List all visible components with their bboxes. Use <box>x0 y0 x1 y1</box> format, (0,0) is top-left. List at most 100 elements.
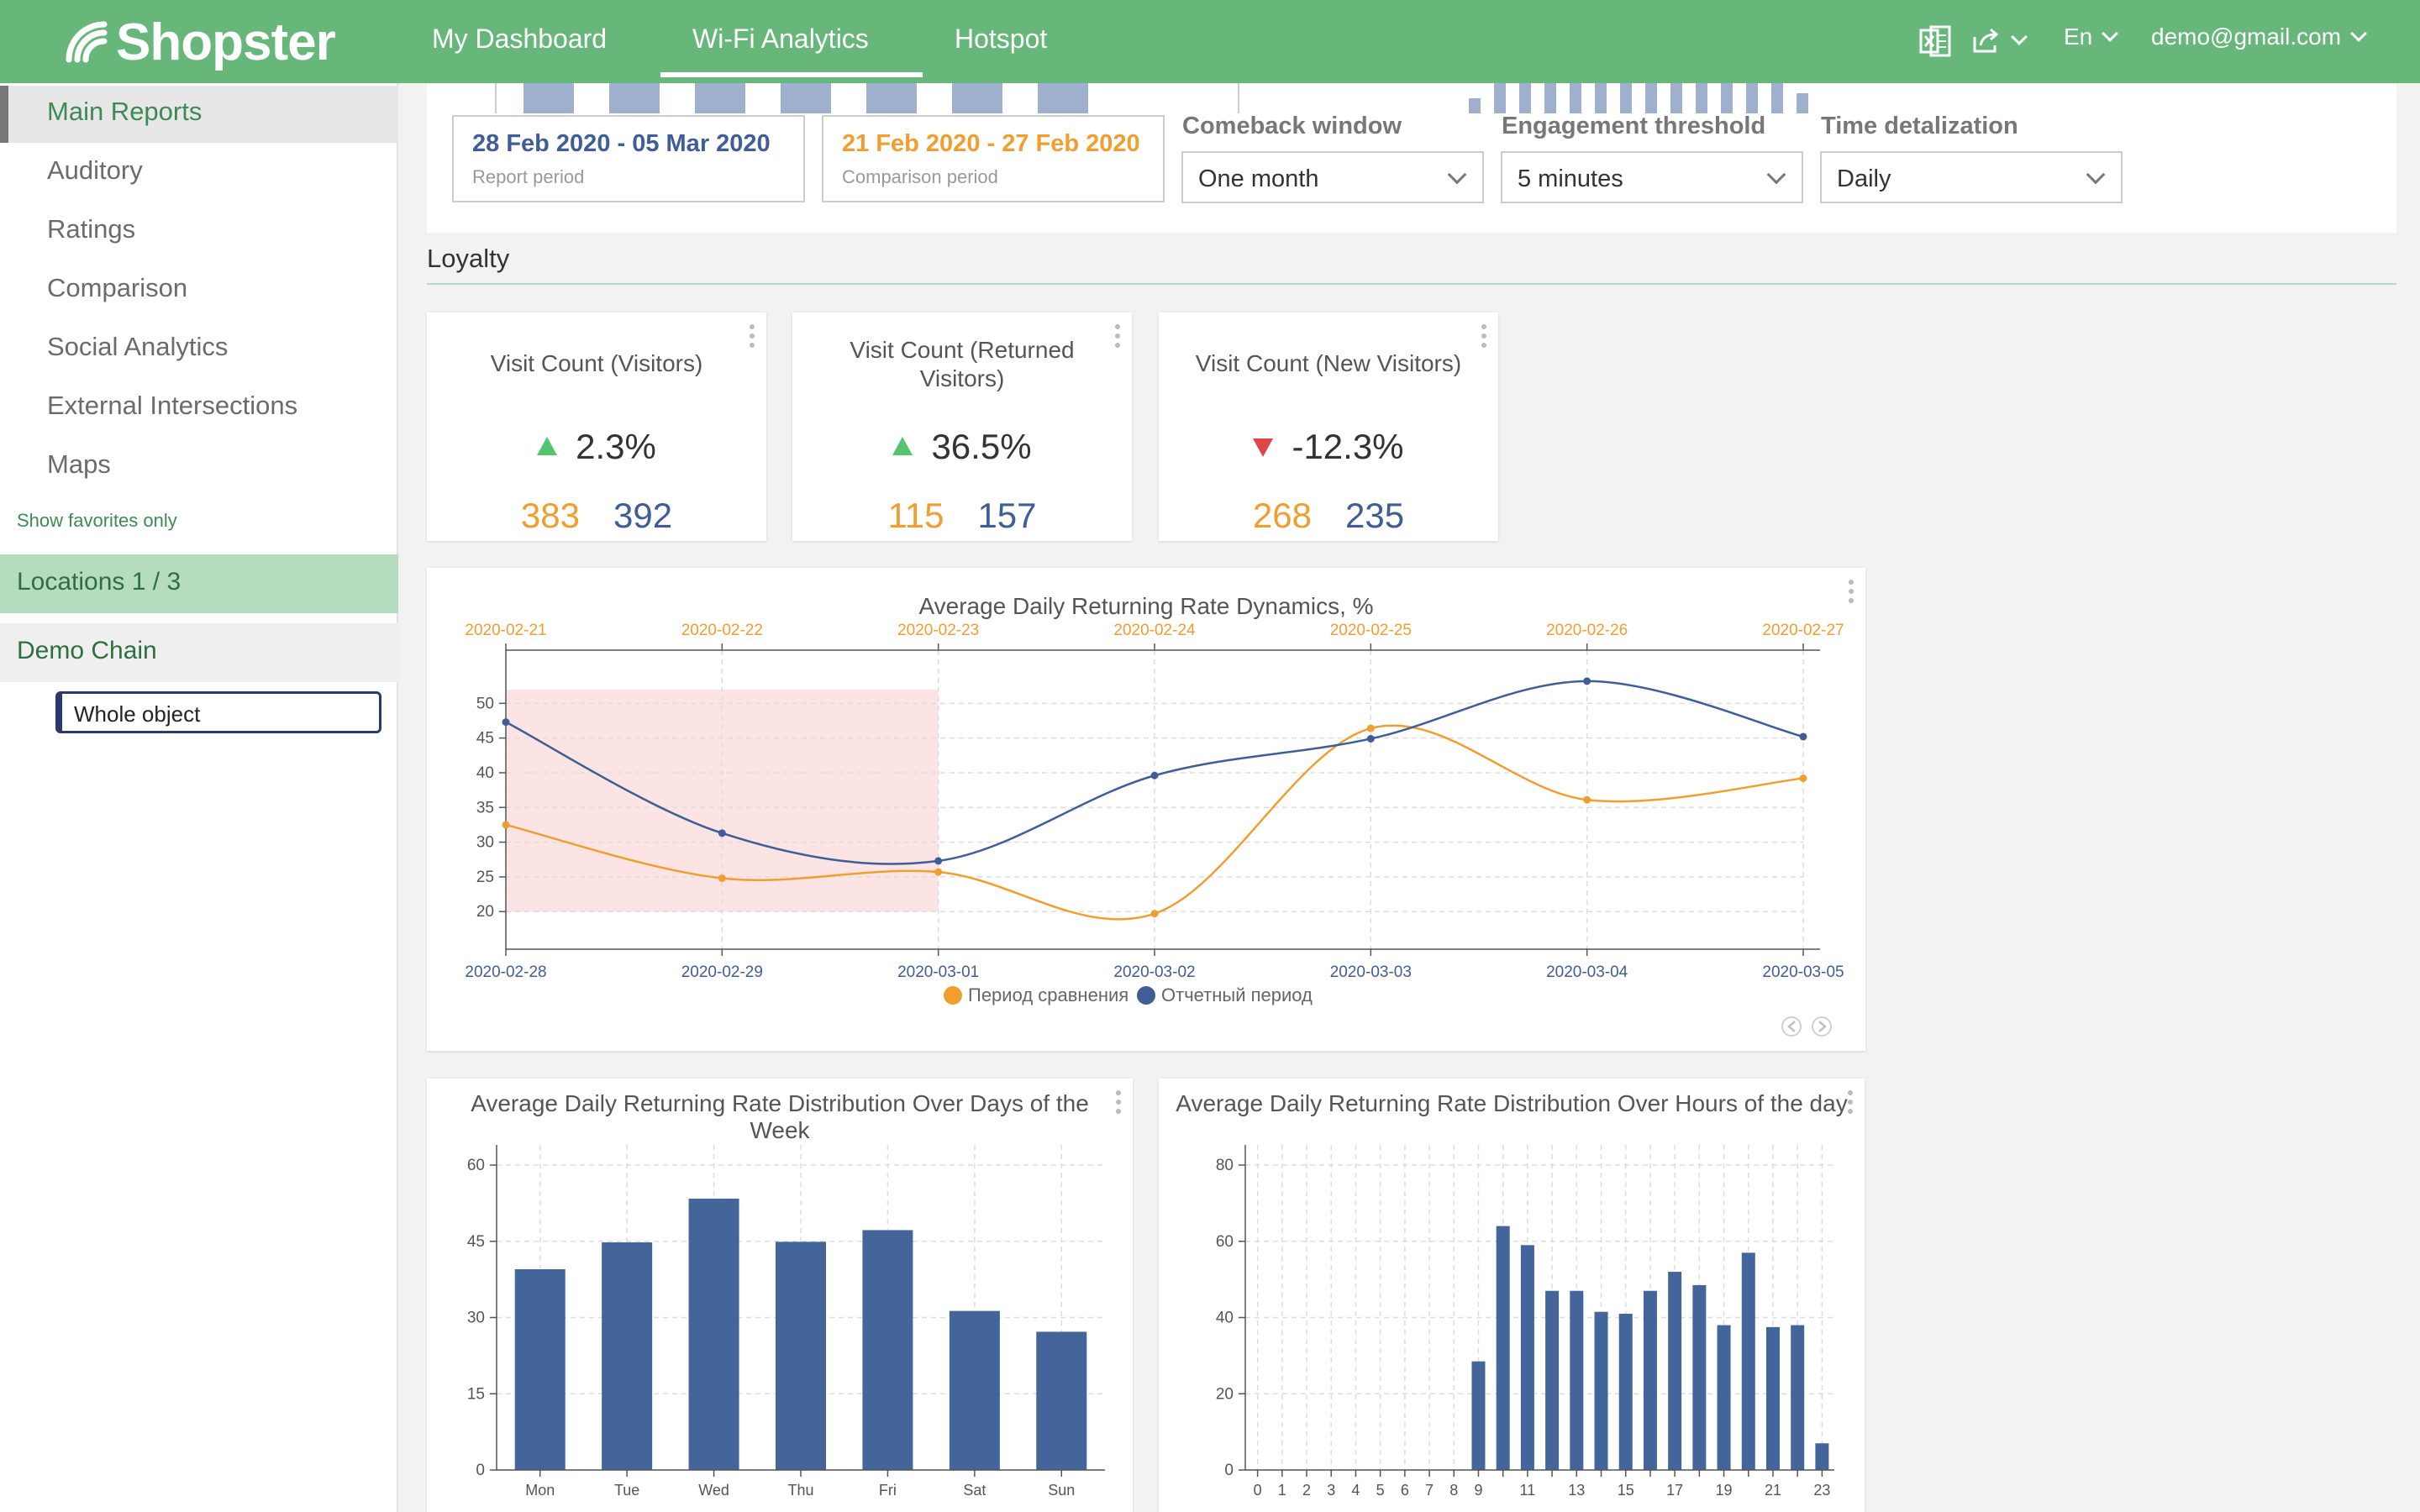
report-period-label: Report period <box>472 166 585 187</box>
comeback-window-select[interactable]: One month <box>1181 151 1484 203</box>
x-tick-label: 2020-03-02 <box>1113 963 1195 981</box>
show-favorites-toggle[interactable]: Show favorites only <box>17 510 177 531</box>
chart-title: Average Daily Returning Rate Distributio… <box>1176 1090 1848 1116</box>
line-chart: 20 25 30 35 40 45 50 2020-02-28 2020-02-21 2020-0… <box>465 622 1844 1037</box>
bar <box>949 1310 1000 1470</box>
section-title: Loyalty <box>427 244 510 273</box>
x-tick-label: 2020-02-29 <box>681 963 763 981</box>
chart-title: Average Daily Returning Rate Distributio… <box>471 1090 1089 1143</box>
trend-up-icon <box>537 437 558 455</box>
kebab-menu-icon[interactable] <box>1115 324 1120 352</box>
bar <box>1643 1290 1657 1470</box>
weekday-bar-chart: 0 15 30 45 60 Mon Tue Wed Thu Fri Sat Sun <box>467 1145 1105 1499</box>
user-email: demo@gmail.com <box>2151 24 2342 50</box>
sidebar-item-ratings[interactable]: Ratings <box>47 214 136 244</box>
bar <box>1520 1245 1534 1470</box>
data-point <box>1583 795 1591 804</box>
x-tick-label: 8 <box>1449 1482 1458 1499</box>
y-tick-label: 60 <box>1216 1233 1234 1251</box>
x-tick-label: 17 <box>1666 1482 1683 1499</box>
x-tick-label: 19 <box>1716 1482 1733 1499</box>
chain-item[interactable]: Demo Chain <box>0 623 398 682</box>
x-tick-label: 2020-03-03 <box>1330 963 1412 981</box>
x-tick-label: 0 <box>1254 1482 1262 1499</box>
y-tick-label: 30 <box>467 1310 485 1327</box>
nav-hotspot[interactable]: Hotspot <box>955 24 1048 54</box>
engagement-threshold-select[interactable]: 5 minutes <box>1501 151 1803 203</box>
legend-marker <box>944 986 962 1005</box>
sidebar-item-comparison[interactable]: Comparison <box>47 273 188 302</box>
user-menu[interactable]: demo@gmail.com <box>2151 24 2367 50</box>
kpi-report-value: 392 <box>613 496 673 535</box>
sidebar-item-social-analytics[interactable]: Social Analytics <box>47 332 229 361</box>
data-point <box>502 718 510 727</box>
data-point <box>718 829 726 837</box>
report-period-picker[interactable]: 28 Feb 2020 - 05 Mar 2020 Report period <box>452 115 805 202</box>
x-tick-label: Tue <box>614 1482 639 1499</box>
y-tick-label: 15 <box>467 1385 485 1403</box>
kpi-values: 268 235 <box>1159 496 1498 536</box>
bar <box>1594 1311 1608 1470</box>
locations-header[interactable]: Locations 1 / 3 <box>0 554 398 613</box>
language-selector[interactable]: En <box>2064 24 2119 50</box>
x-tick-label: 1 <box>1278 1482 1286 1499</box>
kebab-menu-icon[interactable] <box>1116 1090 1121 1118</box>
line-chart-card: Average Daily Returning Rate Dynamics, %… <box>427 568 1865 1051</box>
y-tick-label: 50 <box>476 695 494 712</box>
report-period-value: 28 Feb 2020 - 05 Mar 2020 <box>472 130 771 157</box>
sidebar-item-external-intersections[interactable]: External Intersections <box>47 391 298 420</box>
logo[interactable]: Shopster <box>64 13 336 71</box>
kpi-title: Visit Count (Returned Visitors) <box>850 337 1075 391</box>
kpi-values: 383 392 <box>427 496 766 536</box>
x-tick-label: Sat <box>963 1482 986 1499</box>
comeback-window-value: One month <box>1198 165 1319 192</box>
nav-wifi-analytics[interactable]: Wi-Fi Analytics <box>692 24 869 54</box>
data-point <box>1366 724 1375 732</box>
x-top-tick-label: 2020-02-26 <box>1546 622 1628 639</box>
wifi-logo-icon <box>66 21 108 63</box>
share-icon[interactable] <box>1971 27 2028 54</box>
kebab-menu-icon[interactable] <box>1848 1090 1853 1118</box>
y-tick-label: 35 <box>476 799 494 816</box>
y-tick-label: 45 <box>476 730 494 748</box>
kebab-menu-icon[interactable] <box>1481 324 1486 352</box>
time-detalization-select[interactable]: Daily <box>1820 151 2123 203</box>
excel-icon[interactable] <box>1919 25 1951 57</box>
legend-label: Период сравнения <box>968 984 1128 1005</box>
bar <box>1668 1272 1682 1470</box>
kpi-change: -12.3% <box>1159 427 1498 467</box>
bar <box>862 1230 913 1470</box>
y-tick-label: 0 <box>1224 1462 1234 1479</box>
chevron-down-icon <box>2102 25 2119 42</box>
x-top-tick-label: 2020-02-24 <box>1113 622 1196 639</box>
y-tick-label: 60 <box>467 1157 485 1174</box>
sidebar-item-main-reports[interactable]: Main Reports <box>47 97 203 126</box>
bar <box>1618 1313 1633 1470</box>
x-top-tick-label: 2020-02-22 <box>681 622 763 639</box>
engagement-threshold-value: 5 minutes <box>1518 165 1623 192</box>
chevron-down-icon <box>1447 165 1467 185</box>
nav-my-dashboard[interactable]: My Dashboard <box>432 24 608 54</box>
whole-object-item[interactable]: Whole object <box>55 691 381 733</box>
kpi-title: Visit Count (New Visitors) <box>1195 350 1462 376</box>
kebab-menu-icon[interactable] <box>1849 580 1854 607</box>
x-tick-label: 3 <box>1327 1482 1335 1499</box>
sidebar-item-auditory[interactable]: Auditory <box>47 155 143 185</box>
kpi-comparison-value: 268 <box>1252 496 1312 535</box>
data-point <box>1799 732 1807 741</box>
x-tick-label: 7 <box>1425 1482 1434 1499</box>
x-tick-label: 15 <box>1618 1482 1634 1499</box>
hourly-chart-card: Average Daily Returning Rate Distributio… <box>1159 1079 1865 1512</box>
comparison-period-picker[interactable]: 21 Feb 2020 - 27 Feb 2020 Comparison per… <box>822 115 1165 202</box>
bar <box>1765 1326 1780 1470</box>
kpi-title: Visit Count (Visitors) <box>490 350 703 376</box>
trend-down-icon <box>1253 438 1274 457</box>
kebab-menu-icon[interactable] <box>750 324 755 352</box>
top-bar: Shopster My Dashboard Wi-Fi Analytics Ho… <box>0 0 2420 83</box>
sidebar-active-highlight <box>0 86 398 143</box>
sidebar-item-maps[interactable]: Maps <box>47 449 111 479</box>
y-tick-label: 20 <box>476 903 494 921</box>
data-point <box>1150 771 1159 780</box>
x-tick-label: 2020-03-01 <box>897 963 979 981</box>
